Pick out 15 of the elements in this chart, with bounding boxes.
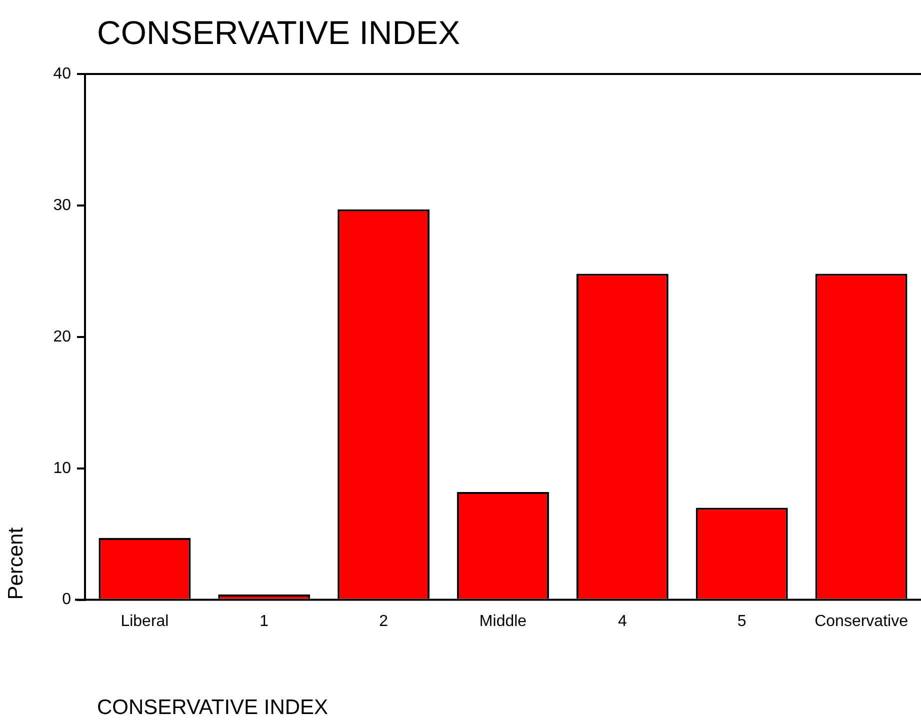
x-tick-label: 5: [737, 612, 746, 630]
x-tick-label: Middle: [479, 612, 527, 630]
x-tick-label: 4: [618, 612, 627, 630]
x-tick-label: Liberal: [120, 612, 169, 630]
x-tick-label: 2: [379, 612, 388, 630]
y-tick-label: 30: [53, 196, 72, 214]
x-tick-label: 1: [260, 612, 269, 630]
x-axis-title: CONSERVATIVE INDEX: [97, 696, 328, 720]
y-tick-label: 40: [53, 65, 72, 82]
y-tick-label: 20: [53, 328, 72, 346]
x-tick-label: Conservative: [814, 612, 908, 630]
y-axis-title: Percent: [4, 527, 28, 600]
chart-title: CONSERVATIVE INDEX: [97, 14, 460, 52]
y-tick-label: 0: [62, 591, 72, 608]
y-tick-label: 10: [53, 460, 72, 477]
